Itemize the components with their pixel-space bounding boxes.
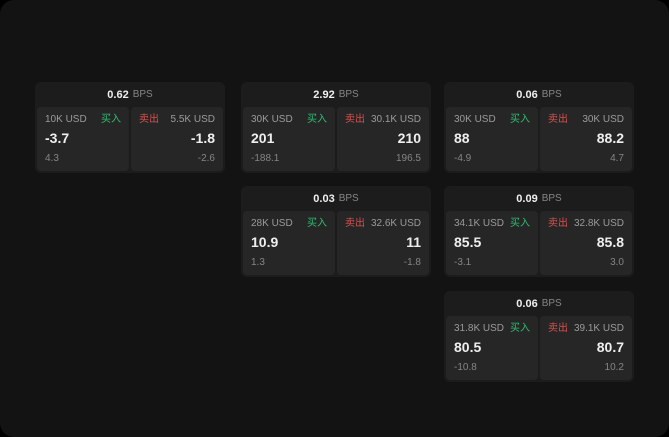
sell-tag: 卖出 — [139, 114, 159, 125]
buy-amount: 10K USD — [45, 114, 87, 125]
buy-tag: 买入 — [510, 114, 530, 125]
card-header: 0.62 BPS — [37, 82, 223, 107]
sell-tag: 卖出 — [548, 114, 568, 125]
sell-panel[interactable]: 卖出 39.1K USD 80.7 10.2 — [540, 316, 632, 380]
quote-panels: 30K USD 买入 88 -4.9 卖出 30K USD 88.2 4.7 — [446, 107, 632, 171]
card-header: 2.92 BPS — [243, 82, 429, 107]
sell-panel[interactable]: 卖出 30K USD 88.2 4.7 — [540, 107, 632, 171]
bps-value: 0.03 — [313, 192, 335, 205]
buy-amount: 28K USD — [251, 218, 293, 229]
sell-price: 11 — [406, 234, 421, 250]
buy-amount: 34.1K USD — [454, 218, 505, 229]
buy-tag: 买入 — [307, 114, 327, 125]
sell-sub-value: -1.8 — [403, 257, 421, 268]
bps-value: 0.09 — [516, 192, 538, 205]
buy-amount: 31.8K USD — [454, 323, 505, 334]
buy-sub-value: -3.1 — [454, 257, 472, 268]
bps-value: 0.06 — [516, 297, 538, 310]
buy-amount: 30K USD — [251, 114, 293, 125]
sell-tag: 卖出 — [345, 218, 365, 229]
quote-card: 0.03 BPS 28K USD 买入 10.9 1.3 卖出 32.6K US… — [241, 186, 431, 277]
sell-amount: 39.1K USD — [573, 323, 624, 334]
bps-label: BPS — [338, 193, 359, 204]
bps-label: BPS — [541, 89, 562, 100]
card-header: 0.03 BPS — [243, 186, 429, 211]
quote-card: 2.92 BPS 30K USD 买入 201 -188.1 卖出 30.1K … — [241, 82, 431, 173]
sell-tag: 卖出 — [548, 323, 568, 334]
bps-value: 0.06 — [516, 88, 538, 101]
bps-value: 0.62 — [107, 88, 129, 101]
buy-panel[interactable]: 31.8K USD 买入 80.5 -10.8 — [446, 316, 538, 380]
buy-price: -3.7 — [45, 130, 70, 146]
buy-sub-value: -188.1 — [251, 153, 280, 164]
buy-sub-value: -10.8 — [454, 362, 477, 373]
quote-card: 0.06 BPS 30K USD 买入 88 -4.9 卖出 30K USD 8… — [444, 82, 634, 173]
sell-sub-value: 10.2 — [604, 362, 624, 373]
sell-panel[interactable]: 卖出 32.6K USD 11 -1.8 — [337, 211, 429, 275]
sell-sub-value: 196.5 — [395, 153, 421, 164]
quote-panels: 10K USD 买入 -3.7 4.3 卖出 5.5K USD -1.8 -2.… — [37, 107, 223, 171]
buy-price: 88 — [454, 130, 470, 146]
sell-sub-value: 3.0 — [610, 257, 624, 268]
buy-price: 201 — [251, 130, 275, 146]
bps-label: BPS — [132, 89, 153, 100]
buy-price: 80.5 — [454, 339, 482, 355]
quote-panels: 34.1K USD 买入 85.5 -3.1 卖出 32.8K USD 85.8… — [446, 211, 632, 275]
sell-panel[interactable]: 卖出 30.1K USD 210 196.5 — [337, 107, 429, 171]
quote-card: 0.06 BPS 31.8K USD 买入 80.5 -10.8 卖出 39.1… — [444, 291, 634, 382]
quote-panels: 28K USD 买入 10.9 1.3 卖出 32.6K USD 11 -1.8 — [243, 211, 429, 275]
buy-sub-value: 4.3 — [45, 153, 59, 164]
sell-amount: 30.1K USD — [370, 114, 421, 125]
sell-tag: 卖出 — [548, 218, 568, 229]
sell-panel[interactable]: 卖出 5.5K USD -1.8 -2.6 — [131, 107, 223, 171]
sell-amount: 32.8K USD — [573, 218, 624, 229]
sell-sub-value: 4.7 — [610, 153, 624, 164]
bps-value: 2.92 — [313, 88, 335, 101]
quote-card: 0.09 BPS 34.1K USD 买入 85.5 -3.1 卖出 32.8K… — [444, 186, 634, 277]
sell-price: 80.7 — [596, 339, 624, 355]
buy-sub-value: -4.9 — [454, 153, 472, 164]
buy-panel[interactable]: 28K USD 买入 10.9 1.3 — [243, 211, 335, 275]
buy-price: 85.5 — [454, 234, 482, 250]
quote-panels: 31.8K USD 买入 80.5 -10.8 卖出 39.1K USD 80.… — [446, 316, 632, 380]
sell-amount: 30K USD — [582, 114, 624, 125]
buy-price: 10.9 — [251, 234, 279, 250]
sell-amount: 5.5K USD — [170, 114, 215, 125]
sell-tag: 卖出 — [345, 114, 365, 125]
sell-sub-value: -2.6 — [197, 153, 215, 164]
sell-price: 85.8 — [596, 234, 624, 250]
sell-panel[interactable]: 卖出 32.8K USD 85.8 3.0 — [540, 211, 632, 275]
buy-sub-value: 1.3 — [251, 257, 265, 268]
buy-panel[interactable]: 30K USD 买入 201 -188.1 — [243, 107, 335, 171]
quote-panels: 30K USD 买入 201 -188.1 卖出 30.1K USD 210 1… — [243, 107, 429, 171]
buy-tag: 买入 — [307, 218, 327, 229]
bps-label: BPS — [338, 89, 359, 100]
buy-panel[interactable]: 34.1K USD 买入 85.5 -3.1 — [446, 211, 538, 275]
sell-price: 88.2 — [596, 130, 624, 146]
buy-amount: 30K USD — [454, 114, 496, 125]
sell-price: -1.8 — [190, 130, 215, 146]
sell-amount: 32.6K USD — [370, 218, 421, 229]
card-header: 0.06 BPS — [446, 82, 632, 107]
buy-panel[interactable]: 10K USD 买入 -3.7 4.3 — [37, 107, 129, 171]
quote-card: 0.62 BPS 10K USD 买入 -3.7 4.3 卖出 5.5K USD… — [35, 82, 225, 173]
buy-tag: 买入 — [510, 218, 530, 229]
sell-price: 210 — [397, 130, 421, 146]
buy-panel[interactable]: 30K USD 买入 88 -4.9 — [446, 107, 538, 171]
bps-label: BPS — [541, 193, 562, 204]
bps-label: BPS — [541, 298, 562, 309]
buy-tag: 买入 — [101, 114, 121, 125]
card-header: 0.06 BPS — [446, 291, 632, 316]
card-header: 0.09 BPS — [446, 186, 632, 211]
buy-tag: 买入 — [510, 323, 530, 334]
